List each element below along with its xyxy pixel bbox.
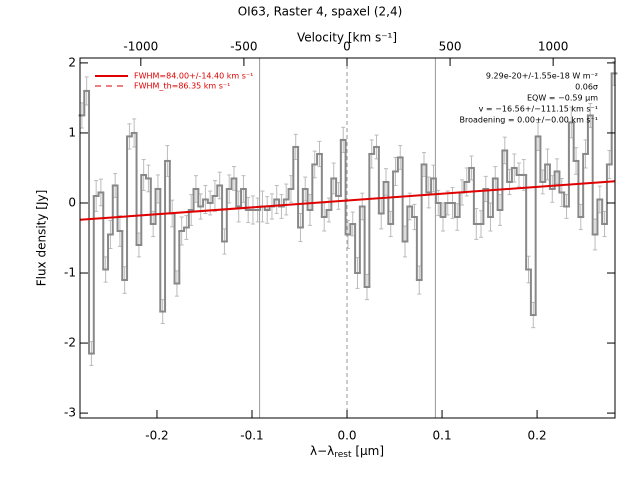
y-tick-label: 2 (68, 55, 76, 69)
x-tick-label: 0.2 (528, 429, 547, 443)
x-tick-label: -0.1 (240, 429, 263, 443)
legend-label: FWHM=84.00+/-14.40 km s⁻¹ (134, 72, 253, 81)
legend-label: FWHM_th=86.35 km s⁻¹ (134, 82, 230, 91)
x2-tick-label: 0 (343, 40, 351, 54)
annotation: EQW = −0.59 μm (527, 94, 598, 103)
fit-line (79, 180, 616, 221)
x-label-main: λ−λ (310, 444, 334, 458)
y-tick-label: -3 (64, 406, 76, 420)
x2-tick-label: -500 (230, 40, 257, 54)
x-axis-label: λ−λrest [μm] (310, 444, 384, 460)
annotation: 0.06σ (575, 83, 598, 92)
y-tick-label: 1 (68, 125, 76, 139)
annotation: Broadening = 0.00+/−0.00 km s⁻¹ (460, 116, 598, 125)
y-tick-label: -1 (64, 266, 76, 280)
x-tick-label: 0.1 (433, 429, 452, 443)
x-label-sub: rest (334, 450, 352, 460)
x2-tick-label: -1000 (123, 40, 158, 54)
x-tick-label: -0.2 (145, 429, 168, 443)
x-tick-label: 0.0 (337, 429, 356, 443)
annotation: v = −16.56+/−111.15 km s⁻¹ (479, 105, 598, 114)
x2-tick-label: 500 (439, 40, 462, 54)
y-axis-label: Flux density [Jy] (35, 190, 49, 287)
x2-axis-label: Velocity [km s⁻¹] (297, 31, 397, 45)
y-tick-label: 0 (68, 195, 76, 209)
annotation: 9.29e-20+/-1.55e-18 W m⁻² (486, 72, 598, 81)
chart-title: OI63, Raster 4, spaxel (2,4) (238, 5, 403, 19)
x2-tick-label: 1000 (538, 40, 569, 54)
y-tick-label: -2 (64, 336, 76, 350)
x-label-unit: [μm] (352, 444, 385, 458)
